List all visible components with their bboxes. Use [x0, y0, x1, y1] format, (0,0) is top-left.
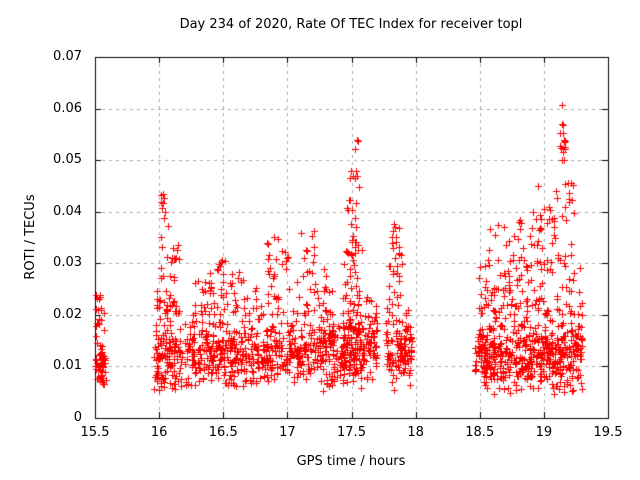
x-tick-label: 16.5	[208, 425, 238, 440]
x-tick-label: 15.5	[80, 425, 110, 440]
y-tick-label: 0.02	[53, 306, 82, 322]
y-tick-label: 0.06	[53, 100, 82, 116]
x-tick-label: 19.5	[593, 425, 623, 440]
y-tick-label: 0.03	[53, 255, 82, 271]
y-tick-label: 0.07	[53, 49, 82, 64]
x-tick-label: 18.5	[465, 425, 495, 440]
x-tick-label: 17.5	[337, 425, 366, 440]
y-tick-label: 0	[73, 410, 82, 425]
x-tick-label: 16	[150, 425, 168, 440]
y-axis-label: ROTI / TECUs	[23, 194, 38, 280]
x-tick-label: 18	[407, 425, 424, 440]
y-tick-label: 0.05	[53, 152, 82, 168]
y-tick-label: 0.04	[53, 203, 82, 219]
x-axis-label: GPS time / hours	[296, 454, 406, 469]
x-tick-label: 17	[279, 425, 296, 440]
y-tick-label: 0.01	[53, 358, 82, 374]
chart-title: Day 234 of 2020, Rate Of TEC Index for r…	[179, 17, 523, 32]
x-tick-label: 19	[535, 425, 553, 440]
